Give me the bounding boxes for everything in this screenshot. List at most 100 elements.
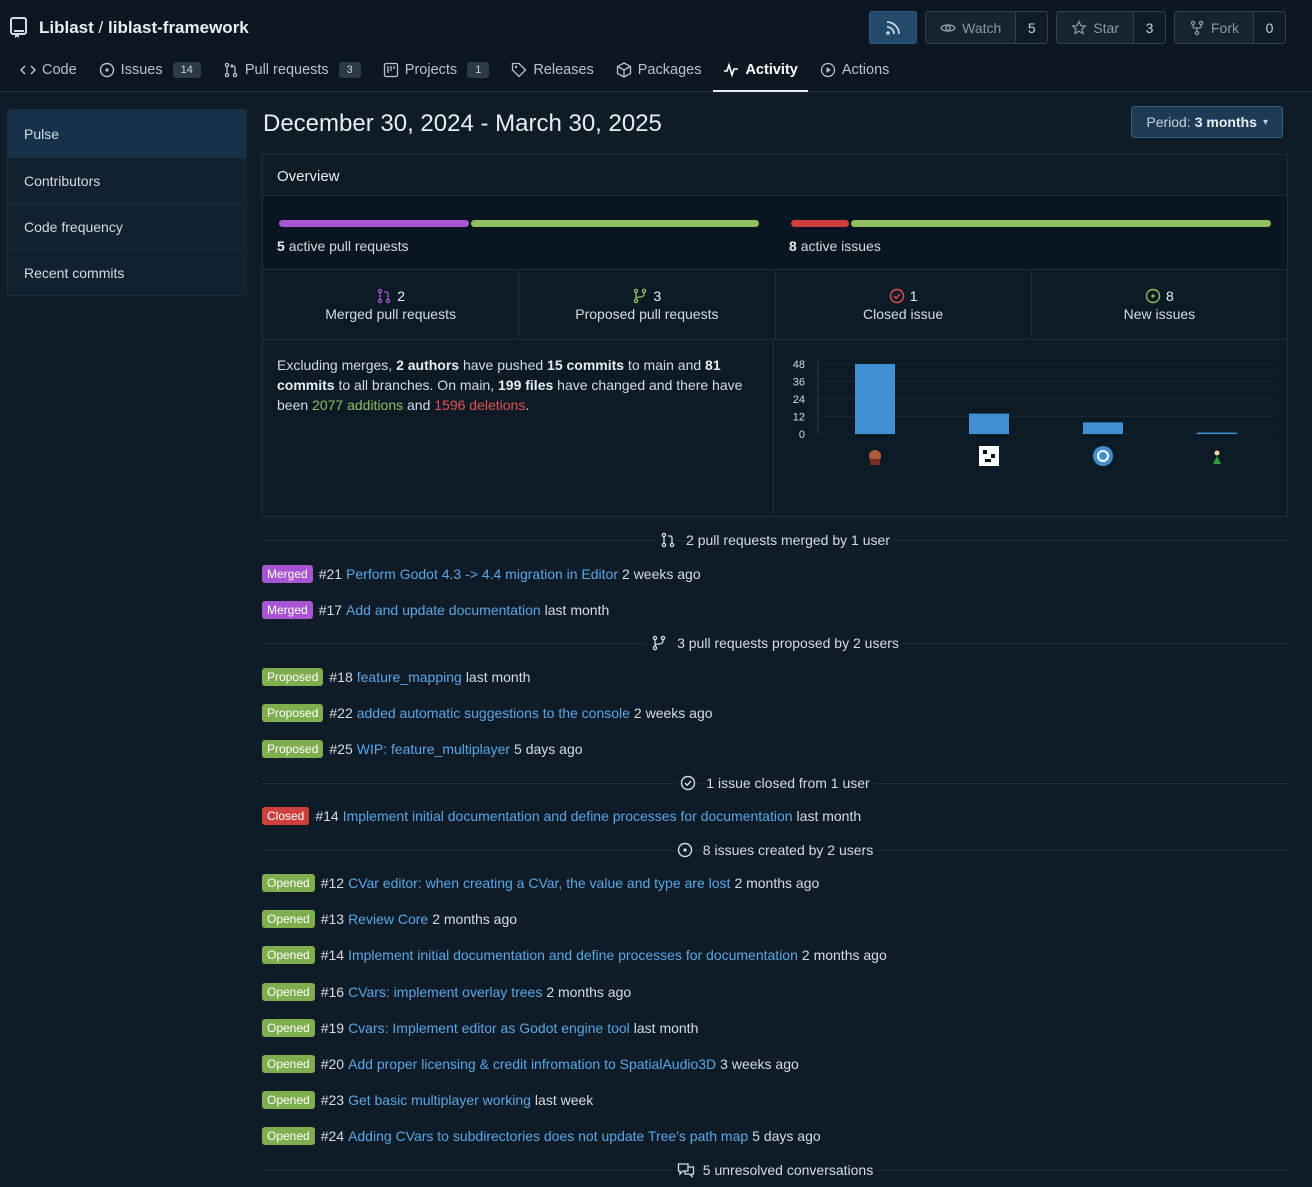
merged-list-item: Merged #21 Perform Godot 4.3 -> 4.4 migrat… [262,563,701,585]
contributor-bar[interactable] [1197,432,1237,435]
item-title-link[interactable]: Get basic multiplayer working [348,1092,531,1108]
item-title-link[interactable]: CVar editor: when creating a CVar, the v… [348,875,731,891]
sidebar-item-pulse[interactable]: Pulse [8,110,246,157]
tab-releases[interactable]: Releases [501,50,603,90]
stat-proposed-prs[interactable]: 3 Proposed pull requests [519,270,776,339]
closed-issue-bar[interactable] [791,220,849,227]
item-title-link[interactable]: CVars: implement overlay trees [348,984,543,1000]
item-title-link[interactable]: Add and update documentation [346,602,541,618]
closed-list-item: Closed #14 Implement initial documentation… [262,805,861,827]
active-prs-label[interactable]: 5 active pull requests [277,238,409,254]
contributor-bar[interactable] [1083,422,1123,434]
proposed-pr-bar[interactable] [471,220,759,227]
star-button[interactable]: Star [1056,11,1134,44]
sidebar-item-contributors[interactable]: Contributors [8,157,246,203]
tab-pull-requests[interactable]: Pull requests 3 [213,50,371,90]
repo-icon [9,17,29,39]
watch-button[interactable]: Watch [925,11,1017,44]
item-title-link[interactable]: WIP: feature_multiplayer [356,741,511,757]
star-count[interactable]: 3 [1134,11,1166,44]
repo-owner-link[interactable]: Liblast [39,18,94,37]
item-number: #19 [320,1020,345,1036]
item-title-link[interactable]: Cvars: Implement editor as Godot engine … [348,1020,630,1036]
y-tick-label: 24 [793,394,805,406]
tab-actions[interactable]: Actions [810,50,900,90]
item-title-link[interactable]: added automatic suggestions to the conso… [356,705,630,721]
period-dropdown[interactable]: Period: 3 months ▾ [1131,106,1283,138]
item-timestamp: 2 months ago [546,984,632,1000]
status-badge: Opened [262,874,315,892]
overview-bars: 5 active pull requests 8 active issues [263,196,1287,270]
section-heading-label: 3 pull requests proposed by 2 users [677,635,903,651]
contributor-avatar[interactable] [1093,446,1113,466]
closed-issue-icon [676,775,699,791]
branch-pr-icon [632,288,648,304]
open-issue-icon [672,842,695,858]
item-title-link[interactable]: Review Core [348,911,429,927]
tab-label: Pull requests [244,62,329,78]
tab-activity[interactable]: Activity [713,50,808,92]
tab-issues[interactable]: Issues 14 [89,50,211,90]
section-heading-label: 1 issue closed from 1 user [706,775,874,791]
active-issues-label[interactable]: 8 active issues [789,238,881,254]
opened-list-item: Opened #13 Review Core 2 months ago [262,908,517,930]
status-badge: Proposed [262,668,324,686]
contributor-bar[interactable] [969,413,1009,434]
opened-list-item: Opened #19 Cvars: Implement editor as Godo… [262,1017,698,1039]
watch-count[interactable]: 5 [1016,11,1049,44]
eye-icon [940,20,956,36]
section-heading-label: 2 pull requests merged by 1 user [686,532,894,548]
tab-packages[interactable]: Packages [606,50,712,90]
rss-icon [885,20,901,36]
opened-list-item: Opened #14 Implement initial documentation… [262,944,887,966]
status-badge: Opened [262,1127,315,1145]
sidebar-item-code-frequency[interactable]: Code frequency [8,203,246,249]
item-timestamp: 5 days ago [752,1128,821,1144]
sidebar-item-recent-commits[interactable]: Recent commits [8,249,246,295]
item-number: #23 [320,1092,345,1108]
item-title-link[interactable]: Add proper licensing & credit infromatio… [348,1056,717,1072]
item-title-link[interactable]: Perform Godot 4.3 -> 4.4 migration in Ed… [346,566,619,582]
tab-label: Issues [120,62,163,78]
item-title-link[interactable]: Implement initial documentation and defi… [342,808,793,824]
contributor-bar[interactable] [855,364,895,434]
tab-label: Releases [533,62,594,78]
contributor-avatar[interactable] [869,450,881,465]
item-title-link[interactable]: feature_mapping [356,669,462,685]
tab-label: Projects [404,62,458,78]
comments-icon [672,1162,695,1178]
item-timestamp: 2 weeks ago [622,566,701,582]
status-badge: Opened [262,1055,315,1073]
section-heading-closed: 1 issue closed from 1 user [262,773,1288,793]
package-icon [616,62,632,78]
stat-closed-issues[interactable]: 1 Closed issue [776,270,1032,339]
item-title-link[interactable]: Adding CVars to subdirectories does not … [348,1128,749,1144]
fork-count[interactable]: 0 [1254,11,1286,44]
stat-merged-prs[interactable]: 2 Merged pull requests [263,270,520,339]
item-timestamp: 2 months ago [432,911,518,927]
contributor-avatar[interactable] [979,446,999,466]
caret-down-icon: ▾ [1262,116,1268,128]
stat-new-issues[interactable]: 8 New issues [1123,287,1196,322]
repo-tabs: Code Issues 14 Pull requests 3 Projects … [10,50,901,92]
repo-name-link[interactable]: liblast-framework [108,18,249,37]
section-heading-conversations: 5 unresolved conversations [262,1160,1288,1180]
open-issue-icon [1145,288,1161,304]
tag-icon [511,62,527,78]
item-timestamp: last month [544,602,610,618]
tab-code[interactable]: Code [10,50,87,90]
tab-projects[interactable]: Projects 1 [373,50,500,90]
status-badge: Proposed [262,740,324,758]
open-issue-bar[interactable] [851,220,1271,227]
rss-button[interactable] [869,11,918,44]
section-heading-label: 8 issues created by 2 users [702,842,878,858]
contributor-avatar[interactable] [1213,450,1221,465]
status-badge: Merged [262,565,313,583]
period-title: December 30, 2024 - March 30, 2025 [263,110,662,137]
fork-button[interactable]: Fork [1174,11,1254,44]
proposed-list-item: Proposed #22 added automatic suggestions t… [262,702,713,724]
merged-pr-bar[interactable] [279,220,469,227]
proposed-list-item: Proposed #25 WIP: feature_multiplayer 5 day… [262,738,583,760]
status-badge: Opened [262,1091,315,1109]
item-title-link[interactable]: Implement initial documentation and defi… [348,947,798,963]
